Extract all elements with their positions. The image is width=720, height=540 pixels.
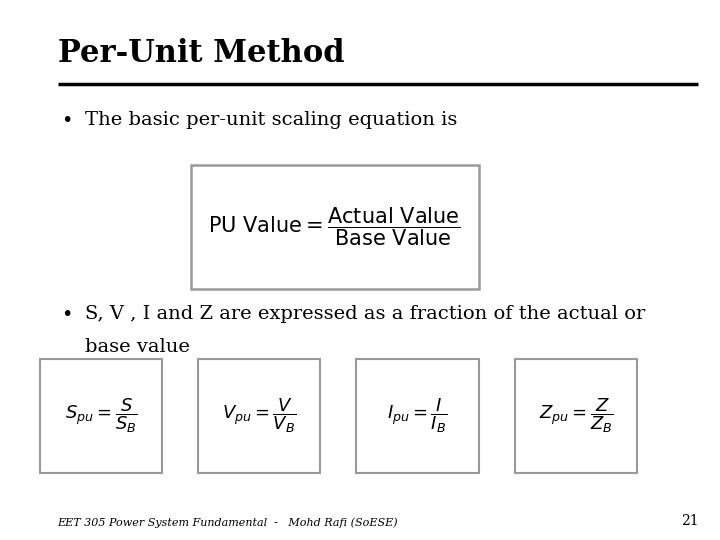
Text: base value: base value [85,338,190,355]
Text: $\mathrm{PU\ Value} = \dfrac{\mathrm{Actual\ Value}}{\mathrm{Base\ Value}}$: $\mathrm{PU\ Value} = \dfrac{\mathrm{Act… [209,206,461,248]
Text: 21: 21 [681,514,698,528]
Text: Per-Unit Method: Per-Unit Method [58,38,344,69]
Text: •: • [61,305,73,324]
FancyBboxPatch shape [356,359,479,472]
Text: $S_{pu} = \dfrac{S}{S_B}$: $S_{pu} = \dfrac{S}{S_B}$ [65,396,137,435]
Text: •: • [61,111,73,130]
Text: $I_{pu} = \dfrac{I}{I_B}$: $I_{pu} = \dfrac{I}{I_B}$ [387,396,448,435]
Text: $V_{pu} = \dfrac{V}{V_B}$: $V_{pu} = \dfrac{V}{V_B}$ [222,396,297,435]
Text: $Z_{pu} = \dfrac{Z}{Z_B}$: $Z_{pu} = \dfrac{Z}{Z_B}$ [539,396,613,435]
FancyBboxPatch shape [40,359,162,472]
FancyBboxPatch shape [198,359,320,472]
Text: S, V , I and Z are expressed as a fraction of the actual or: S, V , I and Z are expressed as a fracti… [85,305,645,323]
Text: The basic per-unit scaling equation is: The basic per-unit scaling equation is [85,111,457,129]
FancyBboxPatch shape [515,359,637,472]
FancyBboxPatch shape [191,165,479,289]
Text: EET 305 Power System Fundamental  -   Mohd Rafi (SoESE): EET 305 Power System Fundamental - Mohd … [58,517,398,528]
